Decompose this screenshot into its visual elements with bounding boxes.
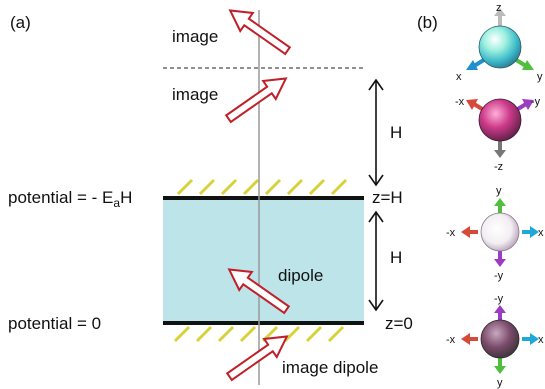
top-z-label: z=H [372,188,403,207]
dipole-arrow [227,268,291,315]
dipole-label: dipole [278,266,323,285]
panel-b-label: (b) [417,13,438,32]
image-dipole-arrow [225,335,289,382]
top-potential-label: potential = - EaH [8,188,132,210]
height-label-lower: H [390,248,402,267]
sphere-3-axis-neg-y: -y [494,270,504,282]
sphere-4-axis-x: x [538,334,544,346]
height-arrow-upper [368,78,384,187]
bottom-potential-label: potential = 0 [8,314,101,333]
sphere-4-axis-y: y [497,377,503,389]
dielectric-slab [163,198,364,323]
bottom-z-label: z=0 [385,314,413,333]
height-label-upper: H [390,123,402,142]
top-plate-hatching [176,178,348,196]
upper-image-arrow [224,77,288,124]
sphere-1-axis-x: x [456,71,462,83]
upper-image-label: image [172,85,218,104]
sphere-3-axis-neg-x: -x [446,227,456,239]
height-arrow-lower [368,210,384,312]
sphere-2-axis-neg-x: -x [455,96,465,108]
image-dipole-label: image dipole [282,358,378,377]
sphere-4-axis-neg-x: -x [446,334,456,346]
orientation-sphere-4: -y -x x y [446,293,544,389]
orientation-sphere-1: z x y [456,2,543,83]
sphere-3-axis-y: y [496,185,502,197]
top-image-arrow [228,9,292,56]
sphere-2-axis-neg-y: -y [531,96,541,108]
orientation-sphere-3: y -x x -y [446,185,544,282]
top-image-label: image [172,27,218,46]
orientation-sphere-2: -x -y -z [455,96,541,173]
sphere-1-axis-y: y [537,71,543,83]
panel-a-label: (a) [10,13,31,32]
sphere-3-axis-x: x [538,227,544,239]
sphere-2-axis-neg-z: -z [494,161,503,173]
sphere-4-axis-neg-y: -y [494,293,504,305]
sphere-1-axis-z: z [496,2,502,14]
